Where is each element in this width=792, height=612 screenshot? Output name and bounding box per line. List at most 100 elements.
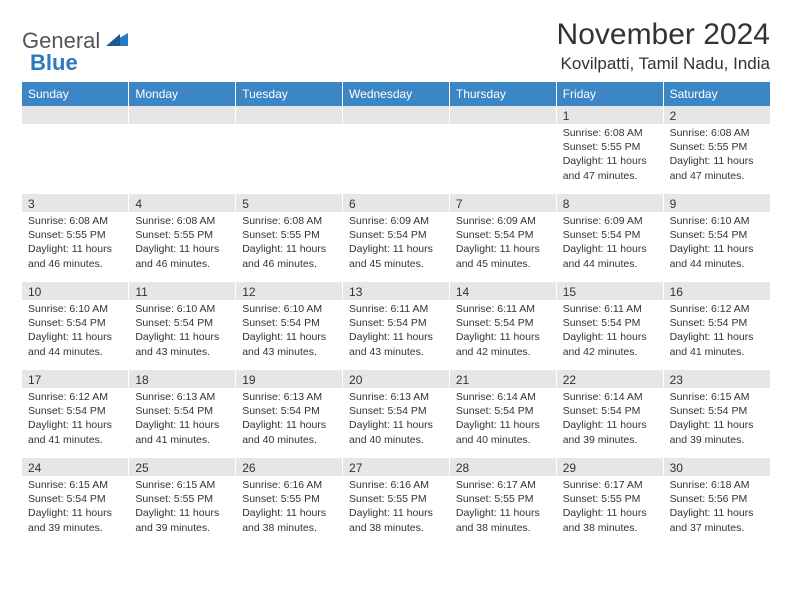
- day-content: Sunrise: 6:10 AMSunset: 5:54 PMDaylight:…: [664, 212, 770, 275]
- daylight-line: Daylight: 11 hours and 46 minutes.: [135, 242, 229, 270]
- calendar-cell: 8Sunrise: 6:09 AMSunset: 5:54 PMDaylight…: [556, 194, 663, 282]
- day-number: 29: [557, 458, 663, 476]
- calendar-cell: 23Sunrise: 6:15 AMSunset: 5:54 PMDayligh…: [663, 370, 770, 458]
- sunrise-line: Sunrise: 6:15 AM: [670, 390, 764, 404]
- day-content: Sunrise: 6:14 AMSunset: 5:54 PMDaylight:…: [557, 388, 663, 451]
- daylight-line: Daylight: 11 hours and 40 minutes.: [349, 418, 443, 446]
- daylight-line: Daylight: 11 hours and 42 minutes.: [456, 330, 550, 358]
- sunrise-line: Sunrise: 6:12 AM: [670, 302, 764, 316]
- sunset-line: Sunset: 5:54 PM: [456, 404, 550, 418]
- day-number: 21: [450, 370, 556, 388]
- sunset-line: Sunset: 5:54 PM: [135, 404, 229, 418]
- calendar-cell: 18Sunrise: 6:13 AMSunset: 5:54 PMDayligh…: [129, 370, 236, 458]
- weekday-header: Wednesday: [343, 82, 450, 106]
- sunrise-line: Sunrise: 6:08 AM: [28, 214, 122, 228]
- calendar-cell: 17Sunrise: 6:12 AMSunset: 5:54 PMDayligh…: [22, 370, 129, 458]
- day-number: 9: [664, 194, 770, 212]
- sunrise-line: Sunrise: 6:17 AM: [563, 478, 657, 492]
- daylight-line: Daylight: 11 hours and 42 minutes.: [563, 330, 657, 358]
- day-number: 1: [557, 106, 663, 124]
- day-content: Sunrise: 6:15 AMSunset: 5:55 PMDaylight:…: [129, 476, 235, 539]
- day-content: Sunrise: 6:10 AMSunset: 5:54 PMDaylight:…: [236, 300, 342, 363]
- day-number: 30: [664, 458, 770, 476]
- calendar-cell: 1Sunrise: 6:08 AMSunset: 5:55 PMDaylight…: [556, 106, 663, 194]
- day-number: 4: [129, 194, 235, 212]
- calendar-cell: 15Sunrise: 6:11 AMSunset: 5:54 PMDayligh…: [556, 282, 663, 370]
- daylight-line: Daylight: 11 hours and 45 minutes.: [456, 242, 550, 270]
- daylight-line: Daylight: 11 hours and 39 minutes.: [28, 506, 122, 534]
- day-number: 27: [343, 458, 449, 476]
- calendar-cell: 21Sunrise: 6:14 AMSunset: 5:54 PMDayligh…: [449, 370, 556, 458]
- weekday-header: Sunday: [22, 82, 129, 106]
- day-number-empty: [450, 106, 556, 124]
- sunset-line: Sunset: 5:54 PM: [670, 228, 764, 242]
- title-block: November 2024 Kovilpatti, Tamil Nadu, In…: [557, 18, 770, 74]
- day-number: 3: [22, 194, 128, 212]
- day-number: 19: [236, 370, 342, 388]
- calendar-cell: 5Sunrise: 6:08 AMSunset: 5:55 PMDaylight…: [236, 194, 343, 282]
- sunset-line: Sunset: 5:54 PM: [670, 316, 764, 330]
- sunrise-line: Sunrise: 6:16 AM: [349, 478, 443, 492]
- daylight-line: Daylight: 11 hours and 40 minutes.: [242, 418, 336, 446]
- sunset-line: Sunset: 5:56 PM: [670, 492, 764, 506]
- sunrise-line: Sunrise: 6:13 AM: [242, 390, 336, 404]
- calendar-cell: 13Sunrise: 6:11 AMSunset: 5:54 PMDayligh…: [343, 282, 450, 370]
- sunrise-line: Sunrise: 6:10 AM: [242, 302, 336, 316]
- weekday-header: Monday: [129, 82, 236, 106]
- sunset-line: Sunset: 5:54 PM: [349, 404, 443, 418]
- sunrise-line: Sunrise: 6:10 AM: [135, 302, 229, 316]
- calendar-week-row: 10Sunrise: 6:10 AMSunset: 5:54 PMDayligh…: [22, 282, 770, 370]
- sunset-line: Sunset: 5:54 PM: [349, 316, 443, 330]
- sunset-line: Sunset: 5:55 PM: [135, 228, 229, 242]
- calendar-cell: 10Sunrise: 6:10 AMSunset: 5:54 PMDayligh…: [22, 282, 129, 370]
- day-content: Sunrise: 6:11 AMSunset: 5:54 PMDaylight:…: [557, 300, 663, 363]
- calendar-cell: 11Sunrise: 6:10 AMSunset: 5:54 PMDayligh…: [129, 282, 236, 370]
- sunrise-line: Sunrise: 6:16 AM: [242, 478, 336, 492]
- daylight-line: Daylight: 11 hours and 46 minutes.: [28, 242, 122, 270]
- daylight-line: Daylight: 11 hours and 47 minutes.: [563, 154, 657, 182]
- daylight-line: Daylight: 11 hours and 37 minutes.: [670, 506, 764, 534]
- month-title: November 2024: [557, 18, 770, 52]
- day-content: Sunrise: 6:13 AMSunset: 5:54 PMDaylight:…: [343, 388, 449, 451]
- daylight-line: Daylight: 11 hours and 39 minutes.: [670, 418, 764, 446]
- daylight-line: Daylight: 11 hours and 44 minutes.: [28, 330, 122, 358]
- day-number: 24: [22, 458, 128, 476]
- sunset-line: Sunset: 5:54 PM: [563, 316, 657, 330]
- calendar-cell: 28Sunrise: 6:17 AMSunset: 5:55 PMDayligh…: [449, 458, 556, 546]
- calendar-cell: 12Sunrise: 6:10 AMSunset: 5:54 PMDayligh…: [236, 282, 343, 370]
- daylight-line: Daylight: 11 hours and 39 minutes.: [135, 506, 229, 534]
- sunset-line: Sunset: 5:54 PM: [456, 228, 550, 242]
- calendar-cell: 27Sunrise: 6:16 AMSunset: 5:55 PMDayligh…: [343, 458, 450, 546]
- weekday-header-row: Sunday Monday Tuesday Wednesday Thursday…: [22, 82, 770, 106]
- sunset-line: Sunset: 5:55 PM: [349, 492, 443, 506]
- sunrise-line: Sunrise: 6:10 AM: [28, 302, 122, 316]
- sunrise-line: Sunrise: 6:18 AM: [670, 478, 764, 492]
- day-content: Sunrise: 6:18 AMSunset: 5:56 PMDaylight:…: [664, 476, 770, 539]
- daylight-line: Daylight: 11 hours and 38 minutes.: [242, 506, 336, 534]
- sunrise-line: Sunrise: 6:14 AM: [456, 390, 550, 404]
- sunrise-line: Sunrise: 6:11 AM: [349, 302, 443, 316]
- sunrise-line: Sunrise: 6:08 AM: [563, 126, 657, 140]
- sunrise-line: Sunrise: 6:11 AM: [563, 302, 657, 316]
- sunset-line: Sunset: 5:54 PM: [456, 316, 550, 330]
- daylight-line: Daylight: 11 hours and 45 minutes.: [349, 242, 443, 270]
- calendar-cell: 3Sunrise: 6:08 AMSunset: 5:55 PMDaylight…: [22, 194, 129, 282]
- day-number: 6: [343, 194, 449, 212]
- calendar-cell: 16Sunrise: 6:12 AMSunset: 5:54 PMDayligh…: [663, 282, 770, 370]
- day-number: 5: [236, 194, 342, 212]
- day-number: 11: [129, 282, 235, 300]
- logo-text-blue: Blue: [30, 50, 78, 76]
- sunset-line: Sunset: 5:55 PM: [670, 140, 764, 154]
- day-content: Sunrise: 6:12 AMSunset: 5:54 PMDaylight:…: [22, 388, 128, 451]
- day-content: Sunrise: 6:08 AMSunset: 5:55 PMDaylight:…: [22, 212, 128, 275]
- daylight-line: Daylight: 11 hours and 39 minutes.: [563, 418, 657, 446]
- day-number: 14: [450, 282, 556, 300]
- daylight-line: Daylight: 11 hours and 46 minutes.: [242, 242, 336, 270]
- daylight-line: Daylight: 11 hours and 41 minutes.: [135, 418, 229, 446]
- day-content: Sunrise: 6:08 AMSunset: 5:55 PMDaylight:…: [557, 124, 663, 187]
- calendar-cell: 24Sunrise: 6:15 AMSunset: 5:54 PMDayligh…: [22, 458, 129, 546]
- day-content: Sunrise: 6:15 AMSunset: 5:54 PMDaylight:…: [664, 388, 770, 451]
- calendar-cell: 22Sunrise: 6:14 AMSunset: 5:54 PMDayligh…: [556, 370, 663, 458]
- day-number: 25: [129, 458, 235, 476]
- day-number-empty: [22, 106, 128, 124]
